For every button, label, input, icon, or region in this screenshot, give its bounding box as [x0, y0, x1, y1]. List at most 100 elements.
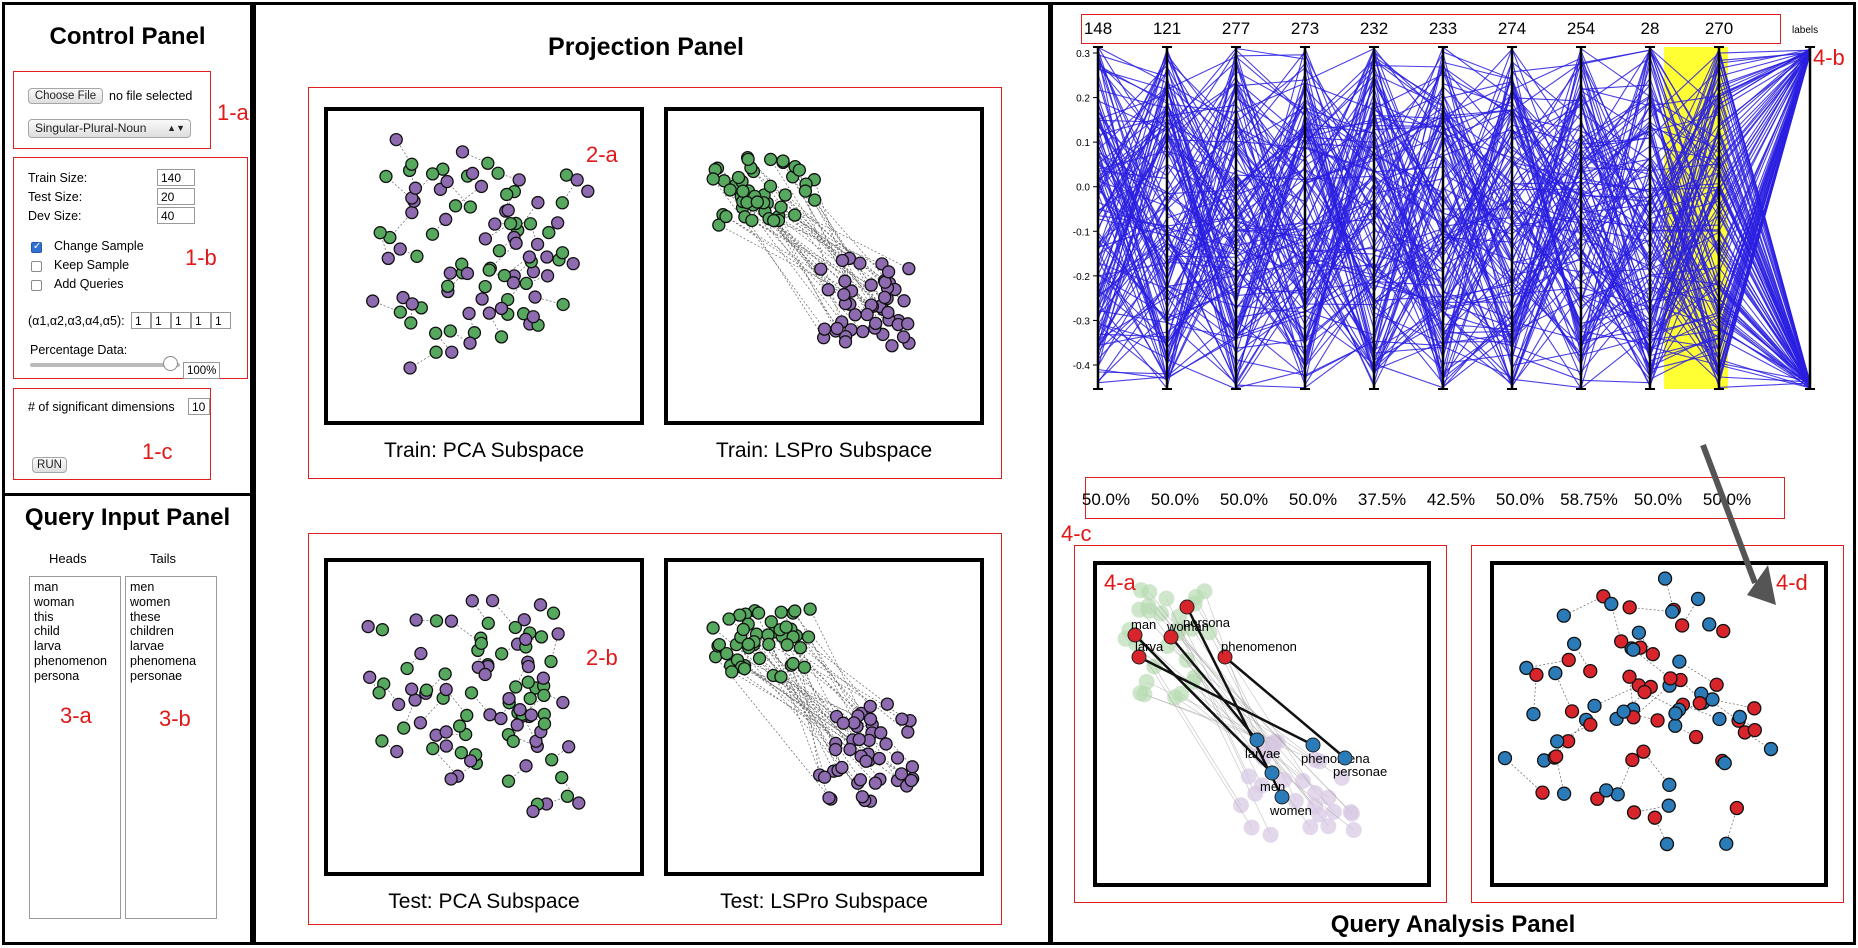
- head-point: [427, 743, 439, 755]
- alpha-1-input[interactable]: 1: [131, 312, 151, 329]
- percentage-value: 100%: [183, 362, 220, 379]
- tail-point: [523, 251, 535, 263]
- head-point: [1648, 811, 1661, 824]
- tail-point: [837, 717, 849, 729]
- parallel-coordinates[interactable]: 0.30.20.10.0-0.1-0.2-0.3-0.4: [1053, 41, 1843, 461]
- test-size-input[interactable]: 20: [157, 188, 195, 205]
- head-point: [1730, 802, 1743, 815]
- test-pca-svg: [328, 562, 640, 872]
- test-lspro-title: Test: LSPro Subspace: [664, 890, 984, 914]
- head-point: [1584, 718, 1597, 731]
- dimension-percentage: 50.0%: [1283, 490, 1343, 510]
- tail-point: [440, 684, 452, 696]
- tail-point: [367, 295, 379, 307]
- head-point: [1693, 697, 1706, 710]
- tail-point: [529, 291, 541, 303]
- dimension-label[interactable]: 232: [1344, 19, 1404, 39]
- run-button[interactable]: RUN: [32, 457, 67, 473]
- dimension-label[interactable]: 28: [1620, 19, 1680, 39]
- query-head-label: larva: [1135, 639, 1164, 654]
- head-point: [538, 689, 550, 701]
- tail-point: [902, 318, 914, 330]
- tail-point: [503, 693, 515, 705]
- change-sample-checkbox[interactable]: [31, 242, 42, 253]
- dimension-label[interactable]: 233: [1413, 19, 1473, 39]
- tail-point: [873, 753, 885, 765]
- faded-tail-point: [1346, 822, 1362, 838]
- alpha-2-input[interactable]: 1: [151, 312, 171, 329]
- tail-point: [819, 323, 831, 335]
- tail-point: [464, 337, 476, 349]
- add-queries-checkbox[interactable]: [31, 280, 42, 291]
- head-point: [723, 613, 735, 625]
- tail-point: [823, 792, 835, 804]
- train-size-label: Train Size:: [28, 171, 87, 185]
- change-sample-label: Change Sample: [54, 239, 144, 253]
- tail-point: [552, 217, 564, 229]
- train-pca-title: Train: PCA Subspace: [324, 439, 644, 463]
- head-point: [1584, 665, 1597, 678]
- dataset-select[interactable]: Singular-Plural-Noun ▲▼: [28, 119, 191, 138]
- head-point: [737, 185, 749, 197]
- dimension-label[interactable]: 270: [1689, 19, 1749, 39]
- tail-point: [465, 755, 477, 767]
- tail-point: [830, 744, 842, 756]
- pair-link: [791, 665, 824, 777]
- head-point: [548, 607, 560, 619]
- alpha-4-input[interactable]: 1: [191, 312, 211, 329]
- tail-point: [864, 700, 876, 712]
- train-lspro-svg: [668, 111, 980, 421]
- head-point: [430, 327, 442, 339]
- dimension-label[interactable]: 148: [1068, 19, 1128, 39]
- dims-input[interactable]: 10: [188, 398, 210, 415]
- test-pca-title: Test: PCA Subspace: [324, 890, 644, 914]
- tail-point: [440, 740, 452, 752]
- heads-textarea[interactable]: man woman this child larva phenomenon pe…: [29, 576, 121, 919]
- annotation-4d: 4-d: [1776, 570, 1808, 596]
- head-point: [1566, 705, 1579, 718]
- tail-point: [822, 284, 834, 296]
- keep-sample-checkbox[interactable]: [31, 261, 42, 272]
- tail-point: [532, 197, 544, 209]
- head-point: [427, 168, 439, 180]
- head-point: [751, 196, 763, 208]
- tail-point: [1558, 787, 1571, 800]
- train-lspro-plot: [664, 107, 984, 425]
- dimension-label[interactable]: 274: [1482, 19, 1542, 39]
- percentage-slider-thumb[interactable]: [163, 356, 178, 371]
- tail-point: [854, 774, 866, 786]
- dimension-label[interactable]: 273: [1275, 19, 1335, 39]
- labels-axis-title: labels: [1792, 25, 1818, 36]
- head-point: [710, 651, 722, 663]
- dev-size-input[interactable]: 40: [157, 207, 195, 224]
- train-size-input[interactable]: 140: [157, 169, 195, 186]
- alpha-3-input[interactable]: 1: [171, 312, 191, 329]
- alpha-5-input[interactable]: 1: [211, 312, 231, 329]
- tail-point: [495, 713, 507, 725]
- head-point: [482, 617, 494, 629]
- head-point: [557, 247, 569, 259]
- dimension-label[interactable]: 254: [1551, 19, 1611, 39]
- choose-file-button[interactable]: Choose File: [28, 88, 103, 104]
- head-point: [1717, 625, 1730, 638]
- tail-point: [1527, 708, 1540, 721]
- head-point: [1748, 724, 1761, 737]
- head-point: [1623, 601, 1636, 614]
- tail-point: [857, 325, 869, 337]
- tail-point: [362, 621, 374, 633]
- head-point: [507, 735, 519, 747]
- dimension-label[interactable]: 121: [1137, 19, 1197, 39]
- head-point: [754, 652, 766, 664]
- head-point: [1562, 653, 1575, 666]
- pair-link: [726, 216, 844, 294]
- tail-point: [839, 275, 851, 287]
- head-point: [535, 631, 547, 643]
- tails-textarea[interactable]: men women these children larvae phenomen…: [125, 576, 217, 919]
- dimension-label[interactable]: 277: [1206, 19, 1266, 39]
- tail-point: [860, 755, 872, 767]
- head-point: [1637, 745, 1650, 758]
- percentage-slider-track[interactable]: [30, 363, 180, 367]
- axis-tick-label: -0.2: [1073, 272, 1091, 283]
- tail-point: [1692, 592, 1705, 605]
